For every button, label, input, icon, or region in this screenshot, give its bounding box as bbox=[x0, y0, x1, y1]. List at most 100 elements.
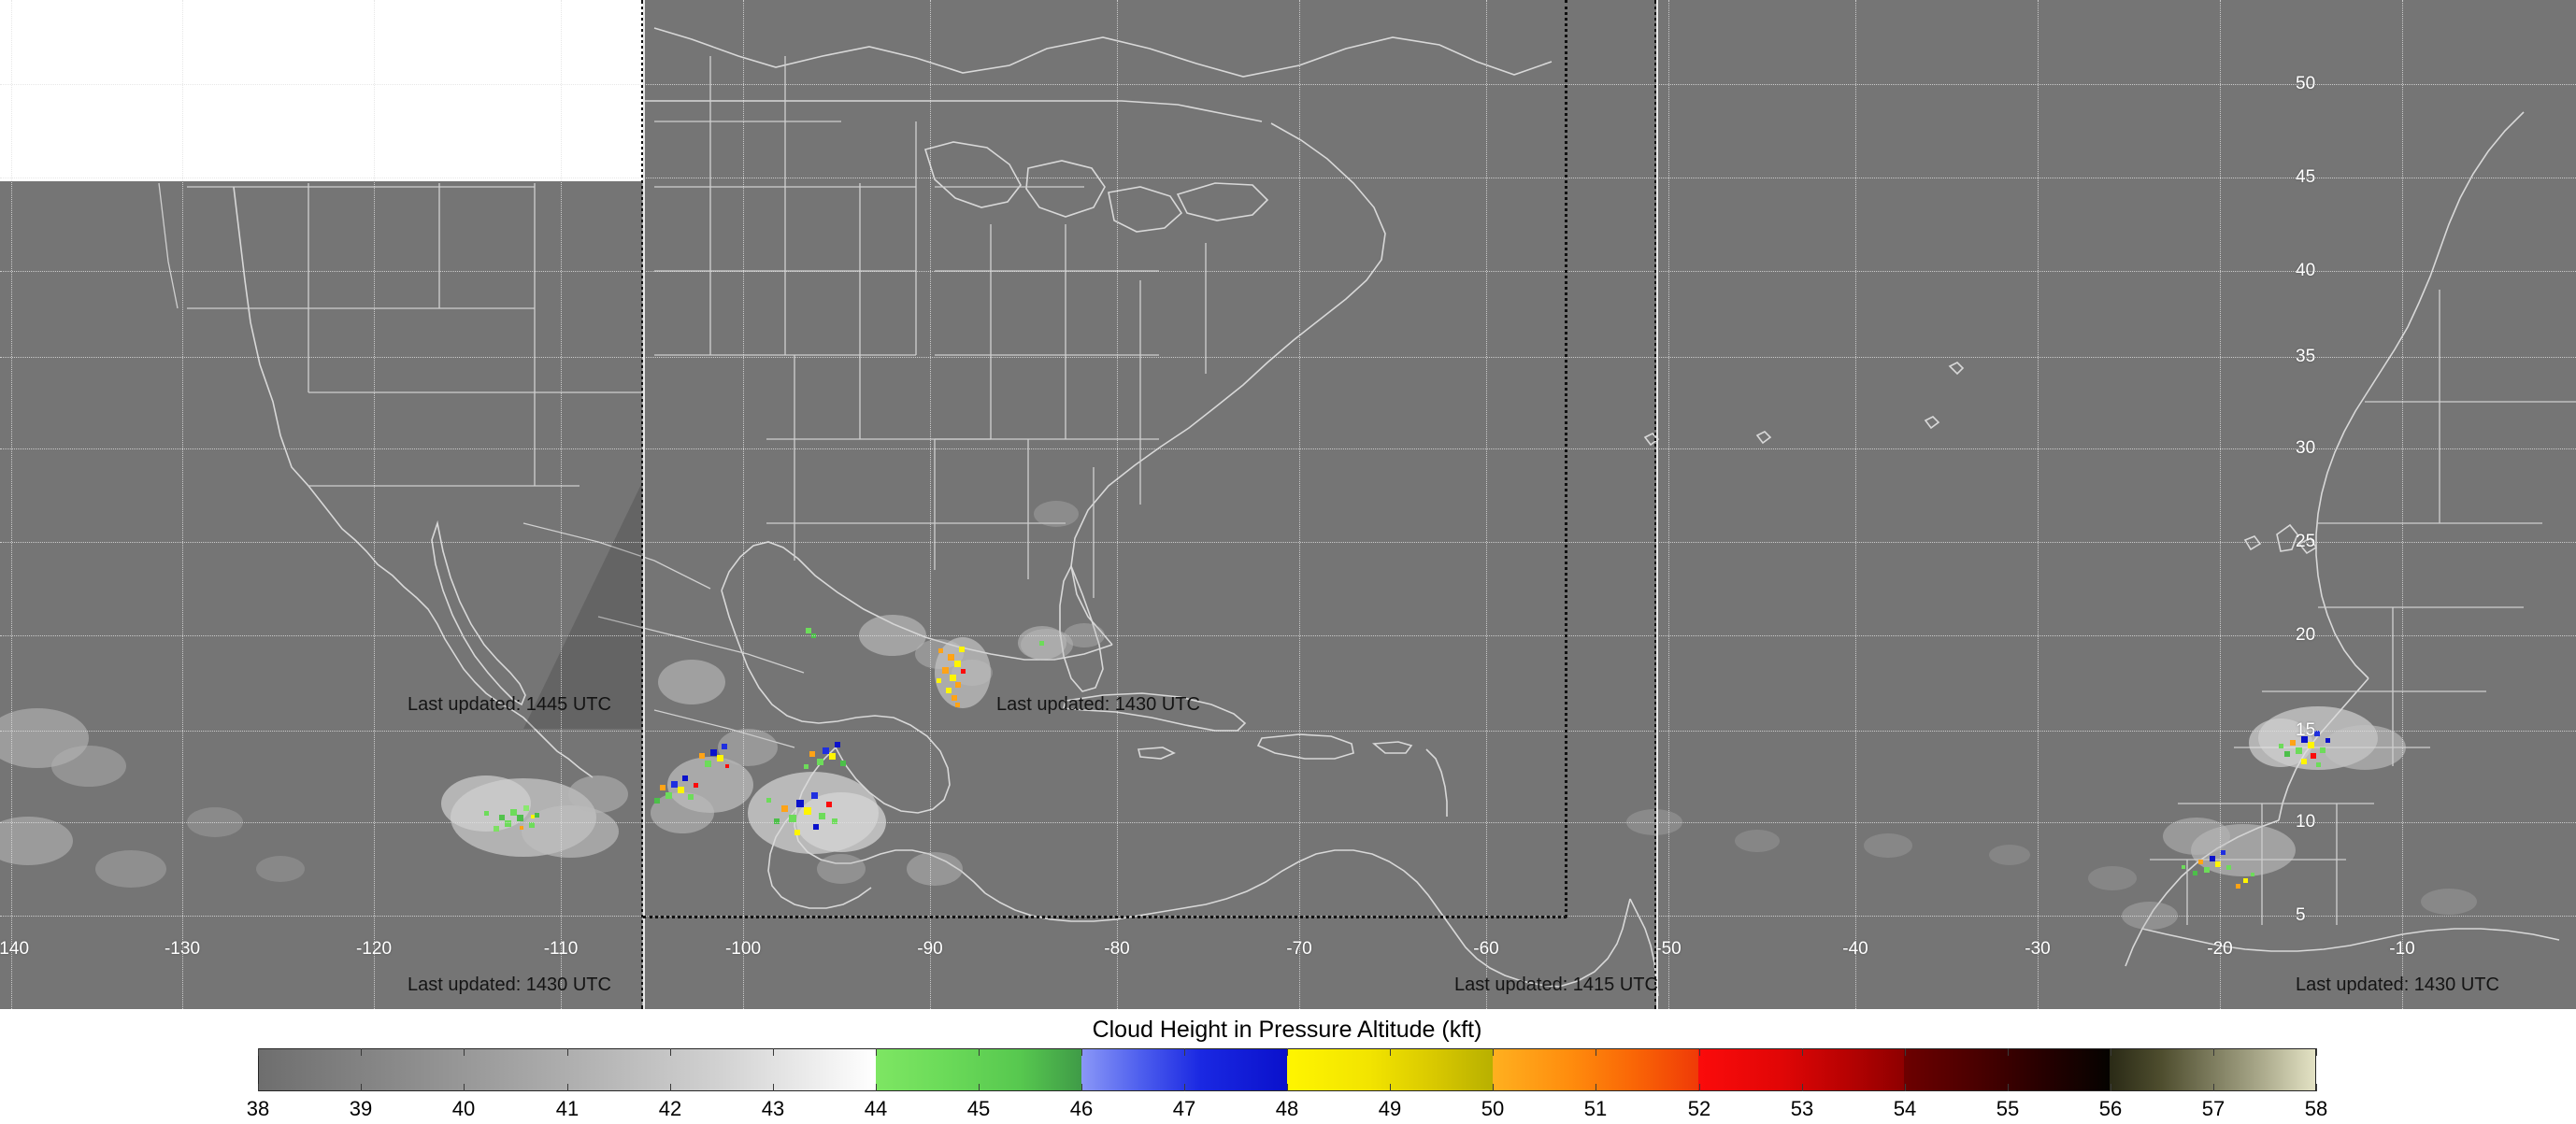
colorbar-tick bbox=[1081, 1048, 1082, 1056]
colorbar-tick bbox=[2316, 1084, 2317, 1091]
colorbar-segment-khaki bbox=[2110, 1049, 2315, 1090]
colorbar-segment-grey bbox=[259, 1049, 876, 1090]
colorbar-tick bbox=[1081, 1084, 1082, 1091]
colorbar-tick bbox=[1287, 1048, 1288, 1056]
lon-label: -90 bbox=[917, 939, 943, 959]
colorbar-tick bbox=[1390, 1048, 1391, 1056]
colorbar-tick bbox=[258, 1048, 259, 1056]
colorbar-tick-label: 42 bbox=[658, 1097, 682, 1120]
colorbar-tick bbox=[773, 1084, 774, 1091]
colorbar-tick bbox=[1905, 1048, 1906, 1056]
administrative-borders bbox=[159, 56, 2576, 1009]
colorbar-tick bbox=[1905, 1084, 1906, 1091]
cloud-height-overlay bbox=[0, 501, 2477, 930]
lon-label: -20 bbox=[2207, 939, 2233, 959]
colorbar-tick-label: 57 bbox=[2201, 1097, 2225, 1120]
lat-label: 10 bbox=[2296, 812, 2316, 832]
lon-label: -100 bbox=[724, 939, 762, 959]
lat-label: 30 bbox=[2296, 438, 2316, 458]
lon-label: -10 bbox=[2389, 939, 2415, 959]
satellite-map-panel[interactable]: -140 -130 -120 -110 -100 -90 -80 -70 -60… bbox=[0, 0, 2576, 1009]
lon-label: -140 bbox=[0, 939, 30, 959]
colorbar-tick bbox=[1802, 1084, 1803, 1091]
colorbar-tick bbox=[2213, 1084, 2214, 1091]
colorbar-tick bbox=[1390, 1084, 1391, 1091]
colorbar-tick bbox=[1493, 1048, 1494, 1056]
colorbar-tick bbox=[1699, 1048, 1700, 1056]
colorbar-tick-label: 38 bbox=[246, 1097, 270, 1120]
colorbar-segment-yellow bbox=[1287, 1049, 1493, 1090]
colorbar-segment-darkred bbox=[1904, 1049, 2110, 1090]
colorbar-tick bbox=[979, 1084, 980, 1091]
colorbar-tick bbox=[876, 1084, 877, 1091]
colorbar-tick-label: 46 bbox=[1069, 1097, 1094, 1120]
lat-label: 15 bbox=[2296, 720, 2316, 740]
last-updated-stamp: Last updated: 1430 UTC bbox=[408, 975, 611, 995]
lon-label: -50 bbox=[1655, 939, 1682, 959]
colorbar-tick-label: 39 bbox=[349, 1097, 373, 1120]
colorbar-title: Cloud Height in Pressure Altitude (kft) bbox=[1092, 1017, 1482, 1043]
colorbar-tick-label: 44 bbox=[864, 1097, 888, 1120]
colorbar-tick-label: 51 bbox=[1583, 1097, 1608, 1120]
colorbar-tick-label: 49 bbox=[1378, 1097, 1402, 1120]
colorbar-tick bbox=[361, 1048, 362, 1056]
lat-label: 35 bbox=[2296, 347, 2316, 366]
colorbar-tick bbox=[1184, 1048, 1185, 1056]
colorbar-tick bbox=[670, 1084, 671, 1091]
colorbar-tick-label: 45 bbox=[966, 1097, 991, 1120]
lon-label: -70 bbox=[1286, 939, 1312, 959]
colorbar-tick bbox=[1493, 1084, 1494, 1091]
colorbar-tick bbox=[464, 1084, 465, 1091]
colorbar-tick-label: 40 bbox=[451, 1097, 476, 1120]
no-data-region bbox=[0, 0, 643, 181]
colorbar-tick bbox=[876, 1048, 877, 1056]
colorbar-tick-label: 58 bbox=[2304, 1097, 2328, 1120]
colorbar-tick-label: 56 bbox=[2098, 1097, 2123, 1120]
colorbar-gradient bbox=[258, 1048, 2316, 1091]
lat-label: 5 bbox=[2296, 905, 2306, 925]
colorbar-tick bbox=[2008, 1048, 2009, 1056]
last-updated-stamp: Last updated: 1430 UTC bbox=[2296, 975, 2499, 995]
last-updated-stamp: Last updated: 1445 UTC bbox=[408, 694, 611, 715]
colorbar-tick bbox=[1184, 1084, 1185, 1091]
colorbar-tick-label: 55 bbox=[1996, 1097, 2020, 1120]
lon-label: -80 bbox=[1104, 939, 1130, 959]
colorbar-tick bbox=[1287, 1084, 1288, 1091]
colorbar-segment-blue bbox=[1081, 1049, 1287, 1090]
colorbar-tick-label: 41 bbox=[555, 1097, 580, 1120]
last-updated-stamp: Last updated: 1415 UTC bbox=[1454, 975, 1658, 995]
colorbar-tick bbox=[1699, 1084, 1700, 1091]
colorbar-tick bbox=[2008, 1084, 2009, 1091]
colorbar-tick bbox=[1802, 1048, 1803, 1056]
colorbar-tick bbox=[258, 1084, 259, 1091]
lon-label: -60 bbox=[1473, 939, 1499, 959]
colorbar-tick-label: 53 bbox=[1790, 1097, 1814, 1120]
colorbar-tick-label: 52 bbox=[1687, 1097, 1711, 1120]
colorbar-tick bbox=[670, 1048, 671, 1056]
lon-label: -110 bbox=[543, 939, 579, 959]
colorbar-tick bbox=[979, 1048, 980, 1056]
lat-label: 45 bbox=[2296, 167, 2316, 187]
colorbar-segment-green bbox=[876, 1049, 1081, 1090]
lon-label: -40 bbox=[1842, 939, 1868, 959]
colorbar-segment-orange bbox=[1493, 1049, 1698, 1090]
colorbar-panel: Cloud Height in Pressure Altitude (kft) bbox=[0, 1009, 2576, 1124]
colorbar-tick bbox=[464, 1048, 465, 1056]
lon-label: -120 bbox=[355, 939, 393, 959]
lat-label: 20 bbox=[2296, 625, 2316, 645]
colorbar-tick-label: 43 bbox=[761, 1097, 785, 1120]
lon-label: -130 bbox=[164, 939, 201, 959]
lat-label: 25 bbox=[2296, 532, 2316, 551]
colorbar-segment-red bbox=[1698, 1049, 1904, 1090]
colorbar-tick-label: 48 bbox=[1275, 1097, 1299, 1120]
colorbar-tick bbox=[567, 1084, 568, 1091]
last-updated-stamp: Last updated: 1430 UTC bbox=[996, 694, 1200, 715]
lat-label: 50 bbox=[2296, 74, 2316, 93]
geography-overlay bbox=[0, 0, 2576, 1009]
colorbar-tick bbox=[2213, 1048, 2214, 1056]
colorbar-tick-label: 50 bbox=[1481, 1097, 1505, 1120]
colorbar-tick-label: 54 bbox=[1893, 1097, 1917, 1120]
lon-label: -30 bbox=[2025, 939, 2051, 959]
colorbar-tick bbox=[567, 1048, 568, 1056]
